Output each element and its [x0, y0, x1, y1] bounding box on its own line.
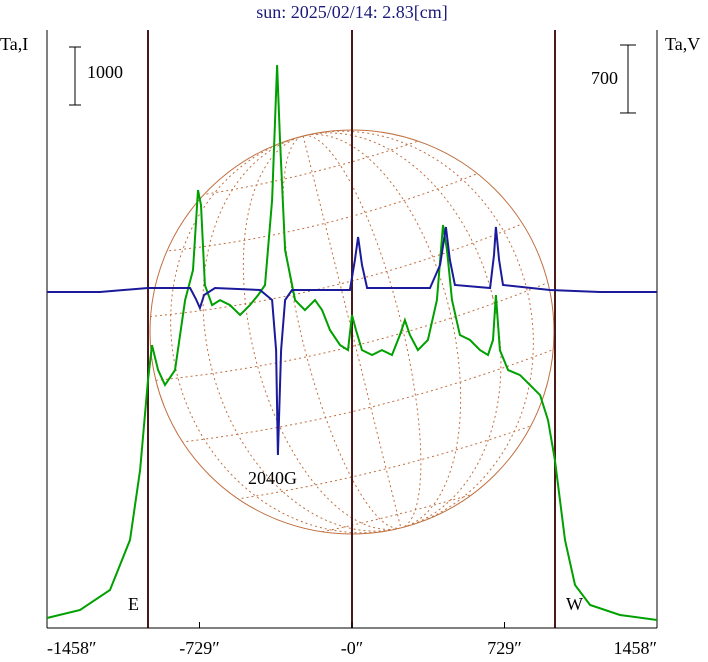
y2-axis-label: Ta,V [665, 34, 700, 54]
y-axis-label: Ta,I [0, 34, 28, 54]
x-tick-label: -1458″ [47, 638, 97, 658]
x-tick-label: -729″ [179, 638, 220, 658]
annotation: E [128, 594, 139, 614]
x-tick-label: 1458″ [614, 638, 658, 658]
scale-bar-label: 700 [591, 68, 618, 88]
data-line [47, 226, 657, 456]
data-line [46, 65, 658, 621]
scale-bar-label: 1000 [87, 62, 123, 82]
chart-title: sun: 2025/02/14: 2.83[cm] [256, 2, 448, 22]
annotation: W [566, 594, 583, 614]
x-tick-label: 729″ [487, 638, 522, 658]
annotation: 2040G [248, 468, 297, 488]
reference-lines [147, 30, 556, 628]
x-tick-label: -0″ [341, 638, 364, 658]
